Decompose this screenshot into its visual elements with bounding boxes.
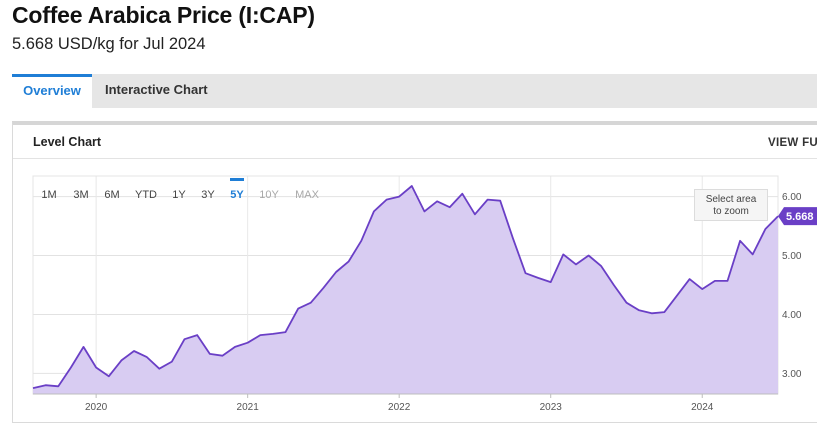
x-axis-ticks: 2020 2021 2022 2023 2024 [85,394,714,413]
range-active-indicator [230,178,244,181]
tab-bar: Overview Interactive Chart [12,74,817,108]
last-value-badge: 5.668 [778,207,817,226]
x-tick-label: 2022 [388,402,411,413]
zoom-hint: Select area to zoom [694,189,768,221]
y-tick-label: 4.00 [782,310,802,321]
tab-overview[interactable]: Overview [12,74,92,108]
range-button-label: 3Y [201,189,215,201]
range-button-label: 5Y [230,189,244,201]
range-button-6m[interactable]: 6M [104,189,119,201]
range-button-label: 10Y [259,189,279,201]
range-selector: 1M 3M 6M YTD 1Y 3Y 5Y 10Y MAX [41,178,320,201]
range-button-ytd[interactable]: YTD [135,189,157,201]
range-button-label: MAX [295,189,320,201]
x-tick-label: 2020 [85,402,108,413]
price-area [33,186,778,394]
price-line [32,185,779,389]
panel-header: Level Chart VIEW FUL [13,125,817,159]
range-button-label: 3M [73,189,88,201]
zoom-hint-line1: Select area [705,194,757,205]
panel-title: Level Chart [33,135,102,149]
range-button-10y[interactable]: 10Y [259,189,279,201]
range-button-3y[interactable]: 3Y [201,189,215,201]
x-tick-label: 2024 [691,402,714,413]
y-tick-label: 6.00 [782,192,802,203]
x-tick-label: 2021 [237,402,260,413]
range-button-max[interactable]: MAX [295,189,320,201]
y-axis-ticks: 3.00 4.00 5.00 6.00 [782,192,802,380]
y-tick-label: 3.00 [782,369,802,380]
range-button-3m[interactable]: 3M [73,189,88,201]
price-summary: 5.668 USD/kg for Jul 2024 [12,35,206,53]
range-button-label: 1M [41,189,56,201]
range-button-1m[interactable]: 1M [41,189,56,201]
range-button-label: 6M [104,189,119,201]
view-full-link[interactable]: VIEW FUL [768,137,817,149]
page-title: Coffee Arabica Price (I:CAP) [12,2,315,28]
x-tick-label: 2023 [540,402,563,413]
range-button-1y[interactable]: 1Y [172,189,186,201]
tab-interactive-chart[interactable]: Interactive Chart [105,82,208,97]
last-value-label: 5.668 [786,211,814,223]
y-tick-label: 5.00 [782,251,802,262]
range-button-label: YTD [135,189,157,201]
last-value-badge-shape [778,207,817,226]
range-button-5y[interactable]: 5Y [230,178,244,201]
range-button-label: 1Y [172,189,186,201]
zoom-hint-line2: to zoom [713,206,749,217]
